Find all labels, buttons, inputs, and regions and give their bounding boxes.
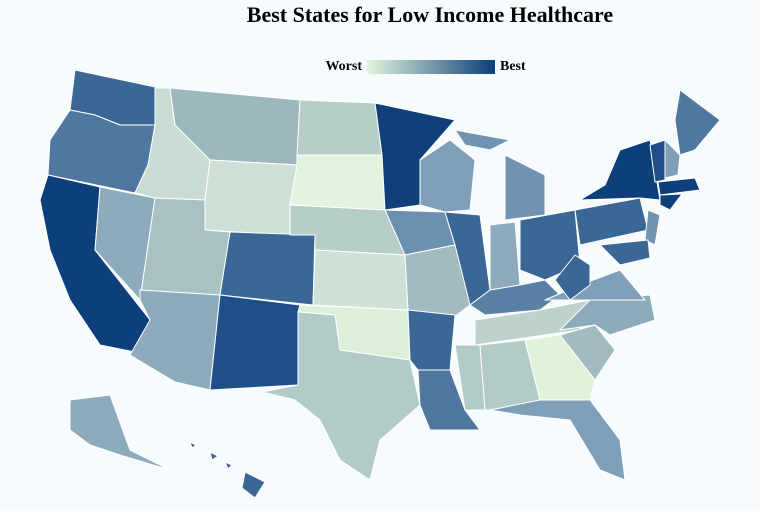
state <box>224 461 233 470</box>
state <box>419 139 476 213</box>
state <box>417 369 481 431</box>
state <box>649 139 666 183</box>
states <box>39 69 721 499</box>
state <box>209 294 301 391</box>
state <box>296 99 383 156</box>
state <box>189 441 197 449</box>
state <box>261 311 421 481</box>
state <box>204 159 298 236</box>
state <box>559 324 616 381</box>
state <box>657 177 701 196</box>
map-title: Best States for Low Income Healthcare <box>247 2 614 27</box>
legend-low-label: Worst <box>325 59 362 74</box>
legend-gradient <box>367 60 495 74</box>
state <box>241 471 266 499</box>
state <box>407 309 456 371</box>
state <box>69 394 171 471</box>
state <box>469 279 561 316</box>
state <box>209 451 219 461</box>
state <box>659 193 683 211</box>
state <box>554 254 591 301</box>
state <box>489 399 626 481</box>
state <box>289 154 386 211</box>
legend-high-label: Best <box>500 59 526 74</box>
state <box>579 139 661 201</box>
state <box>674 89 721 156</box>
state <box>219 231 316 306</box>
state <box>312 249 409 311</box>
state <box>599 239 651 266</box>
state <box>489 221 521 291</box>
state <box>644 209 661 246</box>
state <box>454 129 511 151</box>
